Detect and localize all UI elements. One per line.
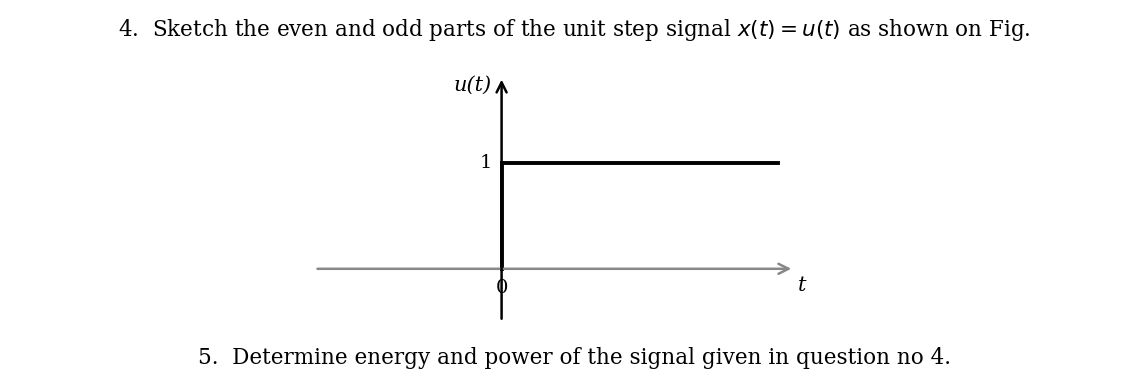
Text: 0: 0 <box>496 279 507 297</box>
Text: u(t): u(t) <box>453 76 491 95</box>
Text: t: t <box>798 276 807 295</box>
Text: 5.  Determine energy and power of the signal given in question no 4.: 5. Determine energy and power of the sig… <box>197 347 951 369</box>
Text: 4.  Sketch the even and odd parts of the unit step signal $x(t) = u(t)$ as shown: 4. Sketch the even and odd parts of the … <box>118 17 1030 43</box>
Text: 1: 1 <box>480 154 491 172</box>
